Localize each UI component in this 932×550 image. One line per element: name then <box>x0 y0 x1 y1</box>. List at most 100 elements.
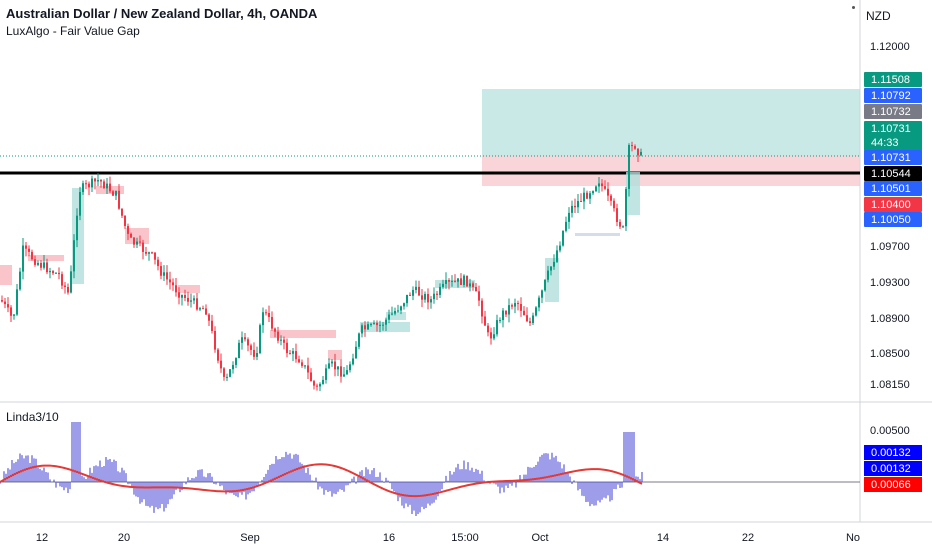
candle-body <box>448 280 450 282</box>
price-tag-label: 1.10400 <box>871 199 911 211</box>
candle-body <box>493 334 495 339</box>
candle-body <box>67 286 69 293</box>
candle-body <box>115 190 117 196</box>
symbol-title[interactable]: Australian Dollar / New Zealand Dollar, … <box>6 6 318 21</box>
candle-body <box>235 358 237 365</box>
candle-body <box>445 280 447 284</box>
candle-body <box>553 261 555 267</box>
candle-body <box>307 365 309 373</box>
oscillator-label[interactable]: Linda3/10 <box>6 410 59 424</box>
price-tag-label: 1.10731 <box>871 123 911 135</box>
time-axis[interactable]: 12 20 Sep 16 15:00 Oct 14 22 No <box>36 532 860 544</box>
candle-body <box>286 342 288 354</box>
candle-body <box>55 272 57 274</box>
candle-body <box>328 363 330 369</box>
candle-body <box>4 301 6 305</box>
candle-body <box>265 312 267 314</box>
candle-body <box>136 241 138 245</box>
price-tag <box>864 166 922 181</box>
candle-body <box>82 183 84 192</box>
candle-body <box>349 364 351 371</box>
candle-body <box>259 325 261 354</box>
candle-body <box>142 242 144 252</box>
candle-body <box>46 262 48 273</box>
candle-body <box>10 307 12 316</box>
candle-body <box>76 215 78 241</box>
candle-body <box>343 374 345 377</box>
osc-tag <box>864 445 922 460</box>
osc-tag-label: 0.00132 <box>871 463 911 475</box>
candle-body <box>481 300 483 317</box>
time-tick-label: Oct <box>531 532 548 544</box>
price-tick-label: 1.08500 <box>870 348 910 360</box>
candle-body <box>364 325 366 330</box>
candle-body <box>229 369 231 377</box>
price-tag-label: 1.10792 <box>871 90 911 102</box>
candle-body <box>202 308 204 310</box>
candle-body <box>49 271 51 273</box>
candle-body <box>295 351 297 360</box>
candle-body <box>436 293 438 295</box>
candle-body <box>103 181 105 189</box>
candle-body <box>409 294 411 296</box>
candle-body <box>460 278 462 285</box>
candle-body <box>277 331 279 341</box>
candle-body <box>64 285 66 287</box>
candle-body <box>520 303 522 311</box>
indicator-label[interactable]: LuxAlgo - Fair Value Gap <box>6 24 140 38</box>
candle-body <box>442 283 444 287</box>
candle-body <box>466 275 468 287</box>
candle-body <box>454 280 456 282</box>
candle-body <box>322 379 324 385</box>
candle-body <box>241 337 243 343</box>
currency-button[interactable]: NZD <box>866 9 891 23</box>
candle-body <box>100 180 102 182</box>
candle-body <box>304 365 306 367</box>
candle-body <box>403 303 405 307</box>
osc-axis[interactable]: 0.00500 0.00132 0.00132 0.00066 <box>864 425 922 492</box>
candle-body <box>91 178 93 188</box>
candle-body <box>97 180 99 182</box>
fvg-box <box>545 258 559 302</box>
candle-body <box>499 320 501 322</box>
candle-body <box>505 310 507 315</box>
price-tags: 1.11508 1.10792 1.10732 1.10731 44:33 1.10731… <box>864 72 922 227</box>
candle-body <box>568 212 570 222</box>
price-tag <box>864 150 922 165</box>
price-tag <box>864 212 922 227</box>
candle-body <box>373 322 375 324</box>
take-profit-zone[interactable] <box>482 89 860 156</box>
candle-body <box>565 221 567 231</box>
candle-body <box>598 183 600 187</box>
candle-body <box>331 361 333 364</box>
candle-body <box>430 299 432 303</box>
candle-body <box>562 230 564 246</box>
stop-loss-zone[interactable] <box>482 156 860 186</box>
candle-body <box>148 252 150 254</box>
price-tick-label: 1.08900 <box>870 313 910 325</box>
candle-body <box>610 195 612 201</box>
candle-body <box>379 324 381 326</box>
candle-body <box>193 298 195 301</box>
candle-body <box>85 183 87 185</box>
candle-body <box>388 314 390 320</box>
candle-body <box>16 289 18 315</box>
more-icon[interactable] <box>852 6 855 9</box>
candle-body <box>154 252 156 260</box>
candle-body <box>415 286 417 290</box>
candle-body <box>376 322 378 326</box>
time-tick-label: No <box>846 532 860 544</box>
candle-body <box>532 315 534 324</box>
candle-body <box>325 368 327 380</box>
fair-value-gaps <box>0 172 640 360</box>
price-axis[interactable]: 1.12000 1.09700 1.09300 1.08900 1.08500 1.081… <box>870 41 910 391</box>
candle-body <box>433 293 435 300</box>
candle-body <box>181 295 183 298</box>
candle-body <box>619 222 621 227</box>
fvg-box <box>435 280 475 288</box>
candle-body <box>631 145 633 147</box>
candle-body <box>190 300 192 302</box>
candle-body <box>451 280 453 282</box>
fvg-box <box>178 285 200 293</box>
